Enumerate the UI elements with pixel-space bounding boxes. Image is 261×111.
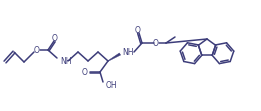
Text: OH: OH — [106, 80, 118, 89]
Text: O: O — [135, 26, 141, 35]
Text: NH: NH — [60, 56, 72, 65]
Polygon shape — [108, 53, 121, 61]
Text: O: O — [52, 34, 58, 43]
Text: O: O — [81, 67, 87, 76]
Text: O: O — [34, 46, 40, 55]
Text: NH: NH — [122, 48, 133, 56]
Text: O: O — [153, 39, 159, 48]
